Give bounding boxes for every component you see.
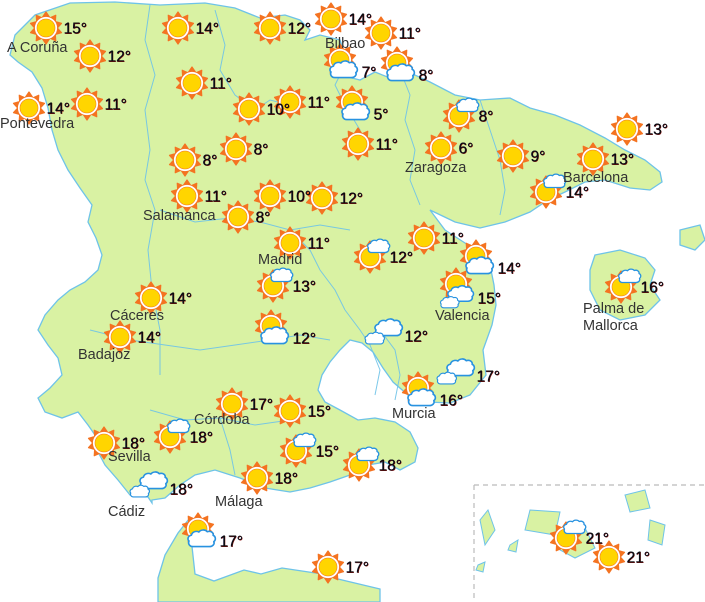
svg-text:16°: 16° xyxy=(440,393,463,410)
svg-text:17°: 17° xyxy=(220,534,243,551)
svg-text:17°: 17° xyxy=(477,369,500,386)
svg-text:12°: 12° xyxy=(288,21,311,38)
svg-text:Badajoz: Badajoz xyxy=(78,347,130,363)
svg-text:Salamanca: Salamanca xyxy=(143,208,216,224)
svg-text:Pontevedra: Pontevedra xyxy=(0,116,75,132)
svg-text:11°: 11° xyxy=(376,137,398,154)
svg-text:7°: 7° xyxy=(362,65,377,82)
svg-text:15°: 15° xyxy=(478,291,501,308)
svg-text:Córdoba: Córdoba xyxy=(194,412,251,428)
svg-text:11°: 11° xyxy=(308,95,330,112)
svg-text:13°: 13° xyxy=(645,122,668,139)
svg-text:21°: 21° xyxy=(627,550,650,567)
svg-text:A Coruña: A Coruña xyxy=(7,40,68,56)
svg-text:12°: 12° xyxy=(390,250,413,267)
svg-text:8°: 8° xyxy=(254,142,269,159)
svg-text:14°: 14° xyxy=(349,12,372,29)
svg-text:8°: 8° xyxy=(203,153,218,170)
svg-text:17°: 17° xyxy=(250,397,273,414)
svg-text:Valencia: Valencia xyxy=(435,308,490,324)
svg-text:14°: 14° xyxy=(169,291,192,308)
svg-text:12°: 12° xyxy=(405,329,428,346)
svg-text:14°: 14° xyxy=(138,330,161,347)
svg-text:11°: 11° xyxy=(210,76,232,93)
svg-text:11°: 11° xyxy=(399,26,421,43)
svg-text:11°: 11° xyxy=(442,231,464,248)
svg-text:Mallorca: Mallorca xyxy=(583,318,639,334)
svg-text:18°: 18° xyxy=(190,430,213,447)
svg-text:12°: 12° xyxy=(293,331,316,348)
svg-text:Málaga: Málaga xyxy=(215,494,263,510)
svg-text:Murcia: Murcia xyxy=(392,406,436,422)
svg-text:Cádiz: Cádiz xyxy=(108,504,145,520)
svg-text:Palma de: Palma de xyxy=(583,301,644,317)
svg-text:5°: 5° xyxy=(374,107,389,124)
svg-text:14°: 14° xyxy=(196,21,219,38)
svg-text:13°: 13° xyxy=(611,152,634,169)
svg-text:18°: 18° xyxy=(275,471,298,488)
svg-text:8°: 8° xyxy=(419,68,434,85)
svg-text:18°: 18° xyxy=(170,482,193,499)
svg-text:11°: 11° xyxy=(308,236,330,253)
svg-text:14°: 14° xyxy=(498,261,521,278)
svg-text:16°: 16° xyxy=(641,280,664,297)
svg-text:14°: 14° xyxy=(566,185,589,202)
svg-text:11°: 11° xyxy=(205,189,227,206)
svg-text:Bilbao: Bilbao xyxy=(325,36,365,52)
svg-text:Madrid: Madrid xyxy=(258,252,302,268)
svg-text:Cáceres: Cáceres xyxy=(110,308,164,324)
svg-text:8°: 8° xyxy=(479,109,494,126)
svg-text:15°: 15° xyxy=(308,404,331,421)
svg-text:10°: 10° xyxy=(267,102,290,119)
svg-text:Zaragoza: Zaragoza xyxy=(405,160,467,176)
svg-text:12°: 12° xyxy=(340,191,363,208)
svg-text:Sevilla: Sevilla xyxy=(108,449,152,465)
svg-text:Barcelona: Barcelona xyxy=(563,170,629,186)
svg-text:15°: 15° xyxy=(64,21,87,38)
svg-text:12°: 12° xyxy=(108,49,131,66)
svg-text:8°: 8° xyxy=(256,210,271,227)
svg-text:11°: 11° xyxy=(105,97,127,114)
svg-text:6°: 6° xyxy=(459,141,474,158)
svg-text:18°: 18° xyxy=(379,458,402,475)
svg-text:9°: 9° xyxy=(531,149,546,166)
svg-text:10°: 10° xyxy=(288,189,311,206)
svg-text:21°: 21° xyxy=(586,531,609,548)
svg-text:13°: 13° xyxy=(293,279,316,296)
svg-text:15°: 15° xyxy=(316,444,339,461)
svg-text:17°: 17° xyxy=(346,560,369,577)
